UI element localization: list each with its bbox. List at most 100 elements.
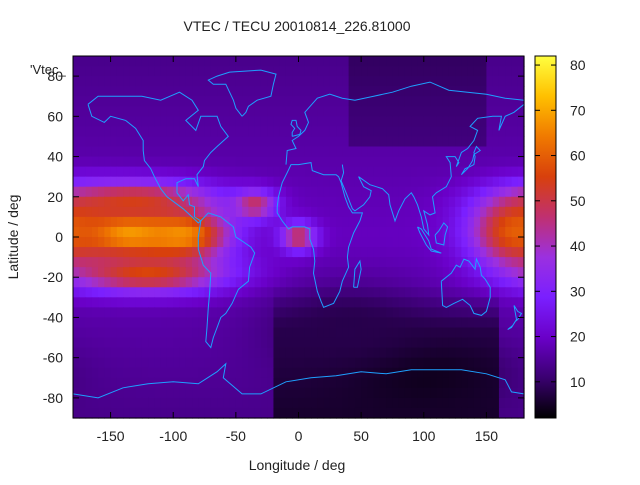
heatmap-cell <box>398 156 406 168</box>
heatmap-cell <box>298 287 306 298</box>
heatmap-cell <box>442 277 450 288</box>
heatmap-cell <box>379 267 387 278</box>
heatmap-cell <box>204 377 212 389</box>
heatmap-cell <box>342 377 350 389</box>
heatmap-cell <box>442 317 450 329</box>
heatmap-cell <box>467 377 475 389</box>
heatmap-cell <box>505 216 513 228</box>
heatmap-cell <box>348 297 356 308</box>
heatmap-cell <box>79 387 87 399</box>
heatmap-cell <box>260 196 268 208</box>
heatmap-cell <box>223 226 231 238</box>
heatmap-cell <box>311 126 318 138</box>
heatmap-cell <box>116 146 124 158</box>
heatmap-cell <box>411 116 419 127</box>
heatmap-cell <box>511 247 519 258</box>
heatmap-cell <box>110 257 118 268</box>
heatmap-cell <box>317 267 325 278</box>
heatmap-cell <box>404 216 412 228</box>
heatmap-cell <box>285 317 293 329</box>
heatmap-cell <box>217 267 224 278</box>
heatmap-cell <box>179 347 187 359</box>
heatmap-cell <box>373 216 381 228</box>
heatmap-cell <box>260 407 268 419</box>
heatmap-cell <box>423 317 431 329</box>
heatmap-cell <box>398 226 406 238</box>
heatmap-cell <box>254 206 262 218</box>
heatmap-cell <box>160 166 168 178</box>
heatmap-cell <box>430 66 437 77</box>
heatmap-cell <box>185 277 193 288</box>
heatmap-cell <box>473 226 481 238</box>
heatmap-cell <box>342 56 350 67</box>
heatmap-cell <box>423 397 431 409</box>
heatmap-cell <box>254 277 262 288</box>
heatmap-cell <box>91 226 99 238</box>
x-tick-label: -50 <box>226 428 246 444</box>
heatmap-cell <box>417 297 425 308</box>
heatmap-cell <box>492 407 500 419</box>
heatmap-cell <box>242 267 249 278</box>
heatmap-cell <box>473 357 481 369</box>
heatmap-cell <box>242 136 249 148</box>
heatmap-cell <box>336 146 343 158</box>
heatmap-cell <box>342 166 350 178</box>
coastlines <box>72 69 525 399</box>
heatmap-cell <box>217 96 224 107</box>
heatmap-cell <box>373 277 381 288</box>
heatmap-cell <box>386 347 394 359</box>
heatmap-cell <box>473 216 481 228</box>
heatmap-cell <box>442 327 450 339</box>
heatmap-cell <box>79 337 87 349</box>
heatmap-cell <box>317 307 325 319</box>
heatmap-cell <box>166 176 174 188</box>
heatmap-cell <box>517 317 525 329</box>
heatmap-cell <box>323 126 331 138</box>
heatmap-cell <box>486 397 494 409</box>
heatmap-cell <box>235 106 243 117</box>
heatmap-cell <box>116 186 124 198</box>
heatmap-cell <box>329 96 337 107</box>
heatmap-cell <box>116 367 124 379</box>
heatmap-cell <box>110 136 118 148</box>
heatmap-cell <box>260 156 268 168</box>
heatmap-cell <box>492 307 500 319</box>
heatmap-cell <box>517 136 525 148</box>
heatmap-cell <box>480 66 488 77</box>
heatmap-cell <box>398 136 406 148</box>
heatmap-cell <box>379 126 387 138</box>
heatmap-cell <box>367 166 375 178</box>
heatmap-cell <box>198 247 206 258</box>
heatmap-cell <box>166 56 174 67</box>
heatmap-cell <box>116 126 124 138</box>
heatmap-cell <box>436 277 444 288</box>
heatmap-cell <box>229 247 237 258</box>
heatmap-cell <box>73 357 80 369</box>
heatmap-cell <box>417 106 425 117</box>
heatmap-cell <box>398 86 406 97</box>
heatmap-cell <box>273 116 281 127</box>
heatmap-cell <box>110 407 118 419</box>
heatmap-cell <box>173 76 181 87</box>
heatmap-cell <box>135 337 143 349</box>
heatmap-cell <box>461 287 469 298</box>
heatmap-cell <box>461 247 469 258</box>
heatmap-cell <box>361 337 368 349</box>
heatmap-cell <box>192 237 199 248</box>
heatmap-cell <box>179 146 187 158</box>
heatmap-cell <box>91 237 99 248</box>
heatmap-cell <box>154 196 162 208</box>
heatmap-cell <box>448 307 456 319</box>
heatmap-cell <box>486 226 494 238</box>
heatmap-cell <box>292 216 300 228</box>
heatmap-cell <box>279 206 287 218</box>
heatmap-cell <box>273 226 281 238</box>
heatmap-cell <box>317 397 325 409</box>
heatmap-cell <box>173 106 181 117</box>
heatmap-cell <box>110 387 118 399</box>
heatmap-cell <box>304 397 312 409</box>
heatmap-cell <box>336 387 343 399</box>
heatmap-cell <box>129 196 137 208</box>
heatmap-cell <box>517 146 525 158</box>
